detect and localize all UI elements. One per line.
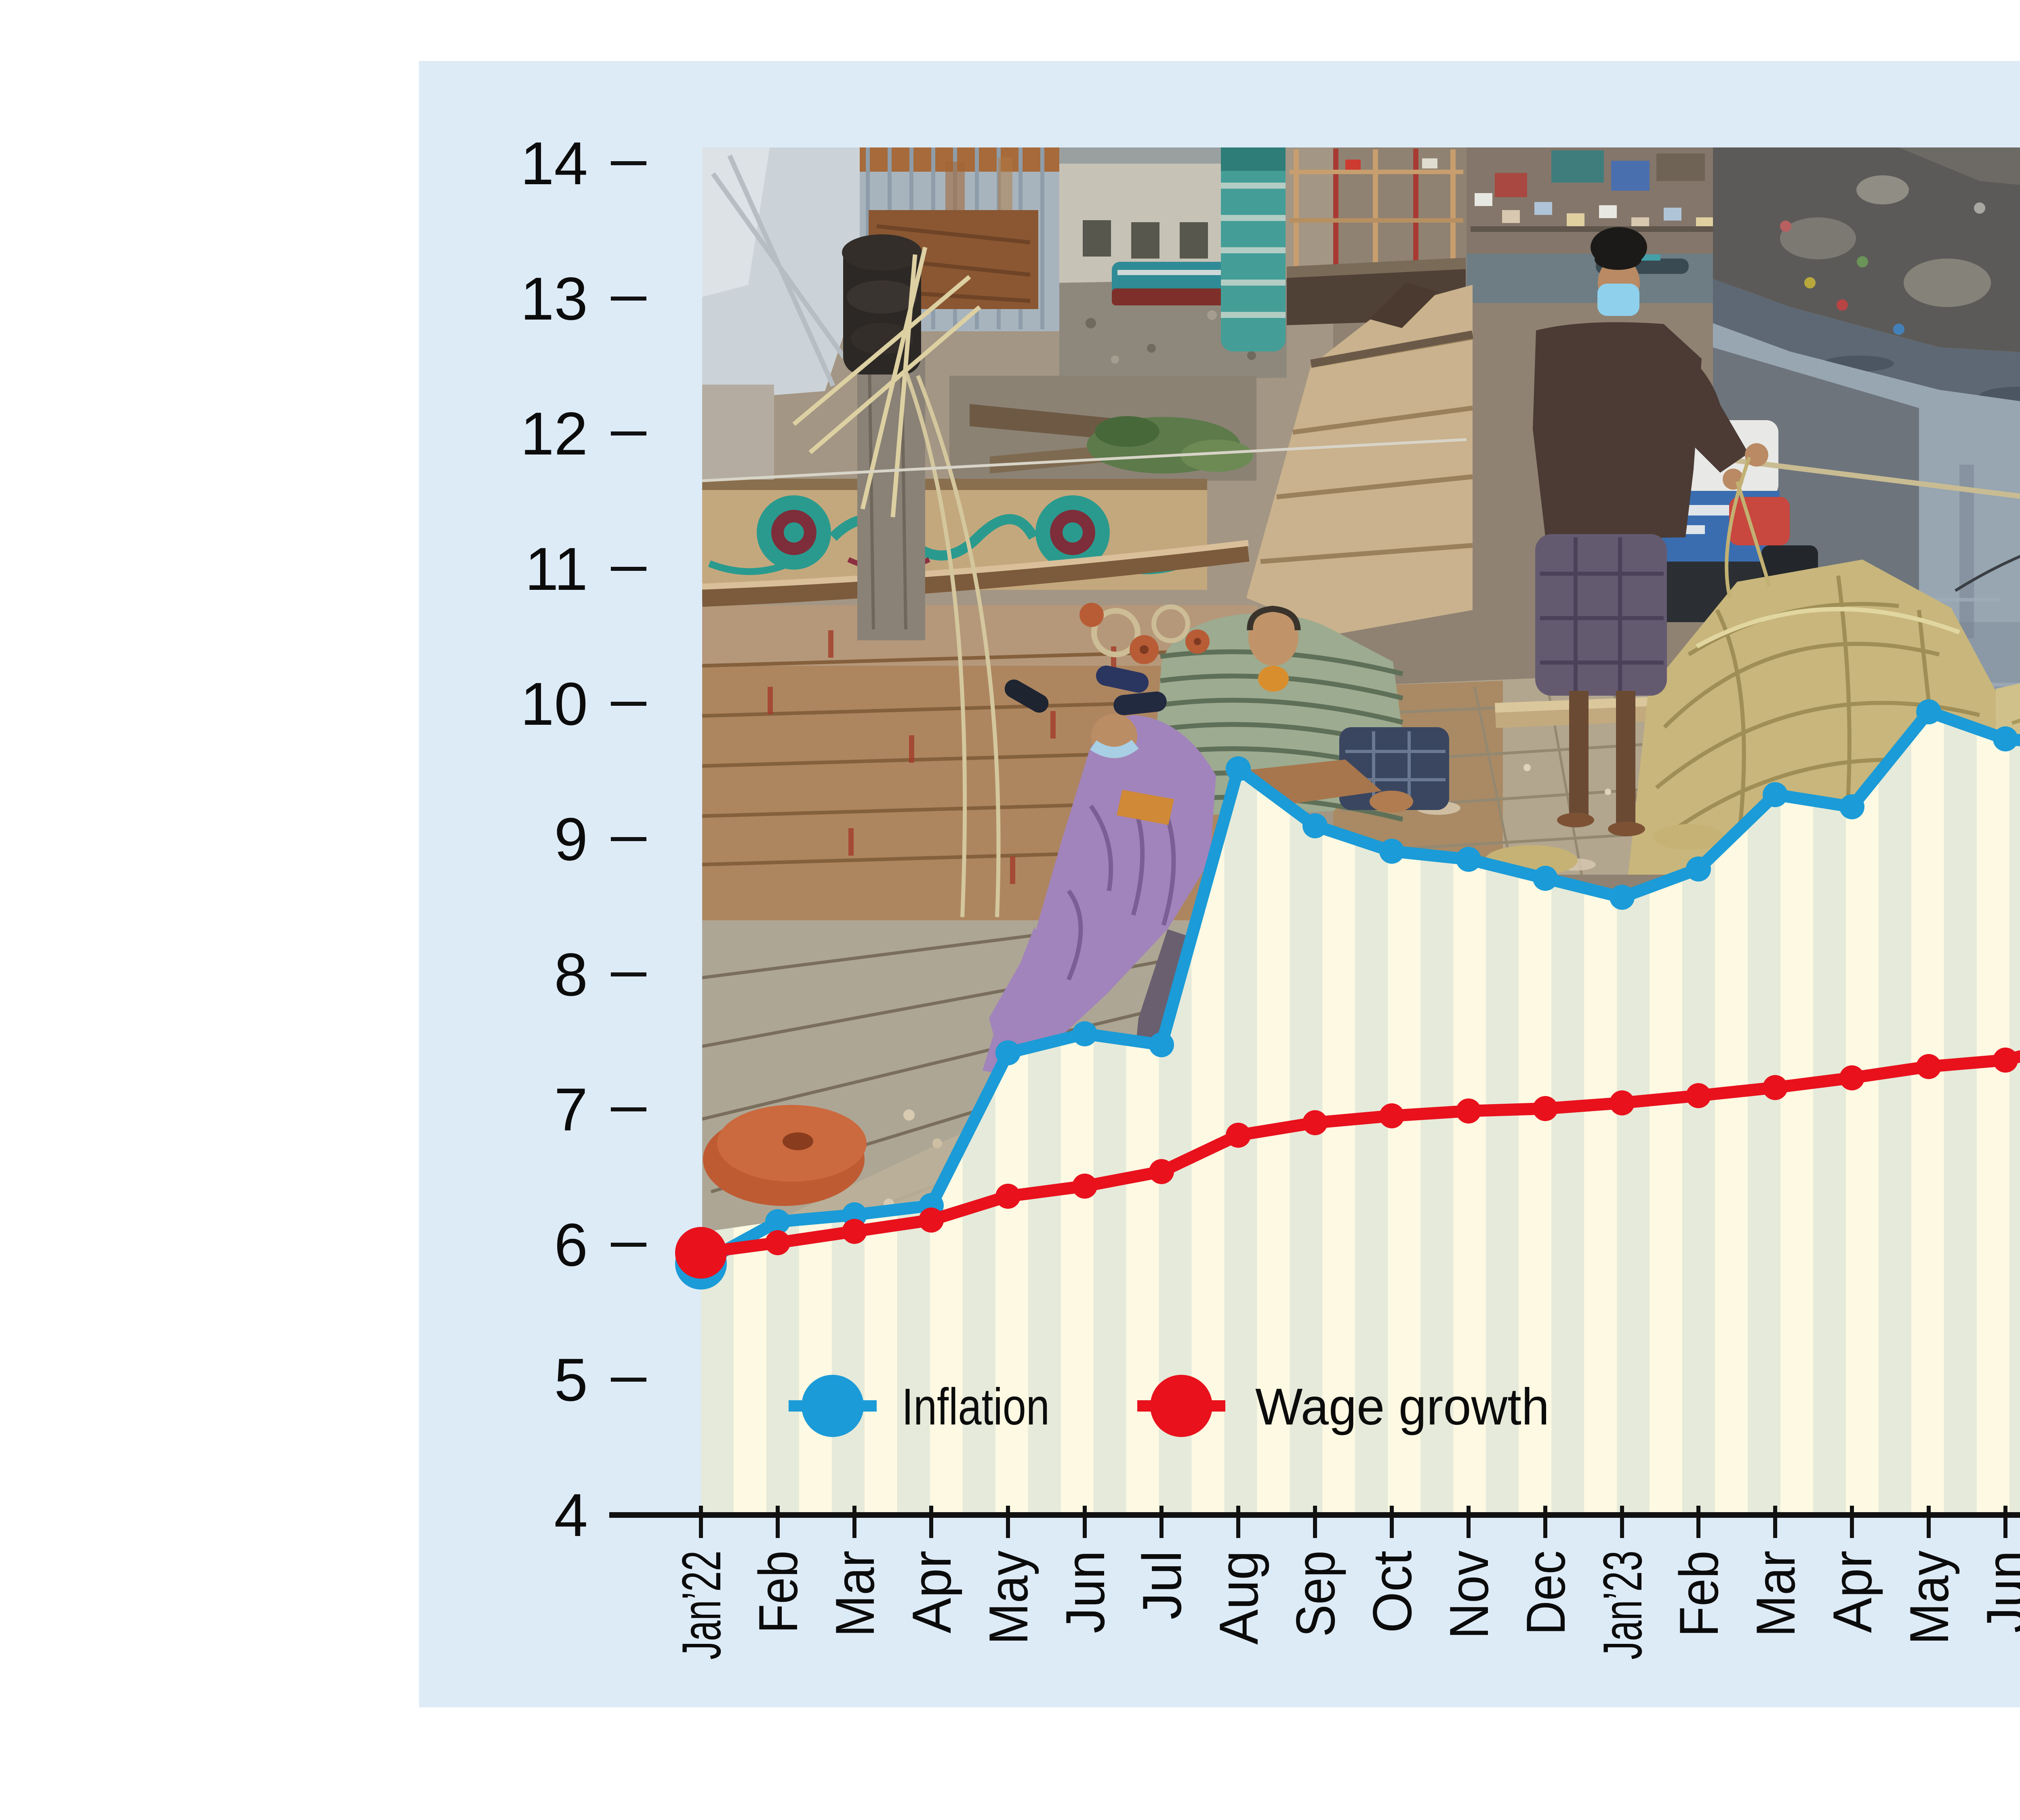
svg-text:Jan’23: Jan’23 bbox=[1592, 1551, 1653, 1660]
svg-text:7: 7 bbox=[554, 1075, 588, 1143]
svg-text:6: 6 bbox=[554, 1211, 588, 1279]
svg-text:Mar: Mar bbox=[824, 1551, 886, 1637]
svg-text:Feb: Feb bbox=[1668, 1551, 1730, 1637]
svg-text:4: 4 bbox=[554, 1481, 588, 1549]
svg-text:Jul: Jul bbox=[1131, 1551, 1193, 1620]
svg-text:5: 5 bbox=[554, 1346, 588, 1414]
svg-text:Apr: Apr bbox=[1822, 1551, 1883, 1633]
svg-text:Sep: Sep bbox=[1285, 1551, 1346, 1637]
svg-text:Dec: Dec bbox=[1515, 1551, 1576, 1635]
svg-text:Nov: Nov bbox=[1438, 1551, 1500, 1639]
svg-text:Mar: Mar bbox=[1745, 1551, 1806, 1637]
svg-text:May: May bbox=[978, 1551, 1039, 1645]
svg-text:12: 12 bbox=[520, 400, 588, 467]
svg-text:Feb: Feb bbox=[747, 1551, 809, 1633]
svg-text:May: May bbox=[1898, 1551, 1960, 1645]
svg-text:Jan’22: Jan’22 bbox=[671, 1551, 732, 1660]
svg-text:9: 9 bbox=[554, 805, 588, 873]
svg-text:Wage growth: Wage growth bbox=[1255, 1378, 1549, 1436]
svg-text:10: 10 bbox=[520, 670, 588, 738]
svg-text:14: 14 bbox=[520, 129, 588, 197]
svg-text:Aug: Aug bbox=[1208, 1551, 1269, 1645]
svg-text:Inflation: Inflation bbox=[902, 1378, 1050, 1436]
svg-text:Jun: Jun bbox=[1054, 1551, 1116, 1633]
svg-text:8: 8 bbox=[554, 941, 588, 1008]
svg-text:Apr: Apr bbox=[901, 1551, 962, 1633]
svg-text:11: 11 bbox=[525, 535, 588, 603]
svg-text:13: 13 bbox=[520, 265, 588, 332]
svg-text:Oct: Oct bbox=[1361, 1551, 1423, 1633]
svg-text:Jun: Jun bbox=[1975, 1551, 2020, 1633]
